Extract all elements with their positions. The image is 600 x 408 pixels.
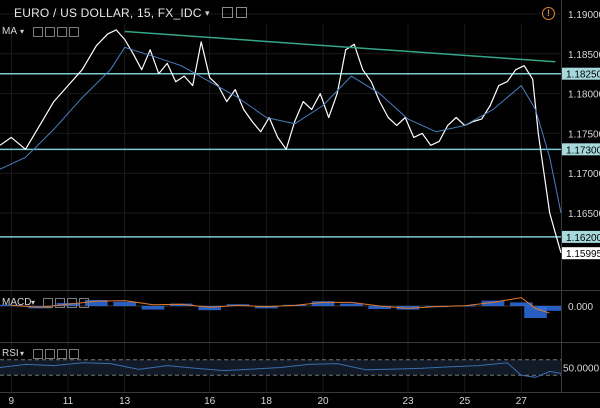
settings-icon[interactable] <box>222 7 233 18</box>
level-label-box <box>562 67 600 80</box>
price-axis-tick-label: 1.18000 <box>568 90 600 101</box>
time-axis[interactable]: 9 11 13 16 18 20 23 25 27 <box>9 396 528 407</box>
macd-histogram-bar <box>170 303 193 306</box>
symbol-dropdown-icon[interactable]: ▾ <box>205 8 210 18</box>
time-axis-tick-label: 13 <box>119 396 131 407</box>
moving-average-line <box>0 46 562 214</box>
level-label-box <box>562 230 600 243</box>
ma-dropdown-icon[interactable]: ▾ <box>20 27 25 36</box>
macd-axis-tick-label: 0.000 <box>568 302 593 313</box>
time-axis-tick-label: 27 <box>516 396 528 407</box>
rsi-close-icon[interactable] <box>69 349 79 359</box>
price-axis-tick-label: 1.17000 <box>568 169 600 180</box>
ma-close-icon[interactable] <box>69 27 79 37</box>
macd-signal-line <box>11 297 550 314</box>
price-axis[interactable]: 1.19000 1.18500 1.18000 1.17500 1.17000 1.165… <box>562 10 600 375</box>
current-price-label: 1.15995 <box>566 249 600 260</box>
rsi-dropdown-icon[interactable]: ▾ <box>20 349 25 358</box>
rsi-settings-icon[interactable] <box>45 349 55 359</box>
price-axis-tick-label: 1.17500 <box>568 129 600 140</box>
macd-add-icon[interactable] <box>67 298 77 308</box>
rsi-add-icon[interactable] <box>57 349 67 359</box>
price-panel[interactable] <box>0 29 562 253</box>
macd-label[interactable]: MACD <box>2 297 32 308</box>
price-axis-tick-label: 1.18500 <box>568 50 600 61</box>
alert-icon[interactable]: ! <box>542 7 555 20</box>
macd-histogram-bar <box>141 306 165 310</box>
rsi-axis-tick-label: 50.0000 <box>563 364 600 375</box>
symbol-title[interactable]: EURO / US DOLLAR, 15, FX_IDC <box>14 6 202 20</box>
level-label: 1.16200 <box>566 233 600 244</box>
macd-histogram-bar <box>255 306 278 309</box>
rsi-label[interactable]: RSI <box>2 348 19 359</box>
price-axis-tick-label: 1.16500 <box>568 209 600 220</box>
time-axis-tick-label: 18 <box>261 396 273 407</box>
rsi-line <box>0 362 562 378</box>
price-line <box>0 29 562 253</box>
price-axis-tick-label: 1.19000 <box>568 10 600 21</box>
macd-histogram-bar <box>113 301 136 306</box>
time-axis-tick-label: 23 <box>402 396 414 407</box>
chart-header: EURO / US DOLLAR, 15, FX_IDC ▾ <box>0 0 560 24</box>
macd-dropdown-icon[interactable]: ▾ <box>31 298 36 307</box>
macd-eye-icon[interactable] <box>43 298 53 308</box>
current-price-box <box>562 247 600 260</box>
macd-histogram-bar <box>311 301 335 306</box>
macd-settings-icon[interactable] <box>55 298 65 308</box>
rsi-panel[interactable] <box>0 359 562 378</box>
level-label-box <box>562 143 600 156</box>
time-axis-tick-label: 20 <box>317 396 329 407</box>
ma-add-icon[interactable] <box>57 27 67 37</box>
time-axis-tick-label: 16 <box>204 396 216 407</box>
rsi-eye-icon[interactable] <box>33 349 43 359</box>
macd-histogram-bar <box>198 306 221 311</box>
macd-histogram-bar <box>340 303 363 306</box>
time-axis-tick-label: 11 <box>63 396 74 407</box>
level-label: 1.18250 <box>566 70 600 81</box>
macd-histogram-bar <box>85 300 108 306</box>
time-axis-tick-label: 25 <box>459 396 471 407</box>
macd-panel[interactable] <box>0 297 561 318</box>
macd-histogram-bar <box>538 306 561 311</box>
time-axis-tick-label: 9 <box>9 396 15 407</box>
grid <box>0 13 561 392</box>
ma-label[interactable]: MA <box>2 26 17 37</box>
ma-eye-icon[interactable] <box>33 27 43 37</box>
macd-histogram-bar <box>368 306 391 309</box>
macd-histogram-bar <box>510 302 533 306</box>
trendline <box>124 30 556 63</box>
macd-histogram-bar <box>396 306 420 310</box>
ma-settings-icon[interactable] <box>45 27 55 37</box>
macd-histogram-bar <box>481 300 505 306</box>
hide-icon[interactable] <box>236 7 247 18</box>
macd-close-icon[interactable] <box>79 298 89 308</box>
panel-dividers <box>0 0 600 393</box>
level-label: 1.17300 <box>566 145 600 156</box>
